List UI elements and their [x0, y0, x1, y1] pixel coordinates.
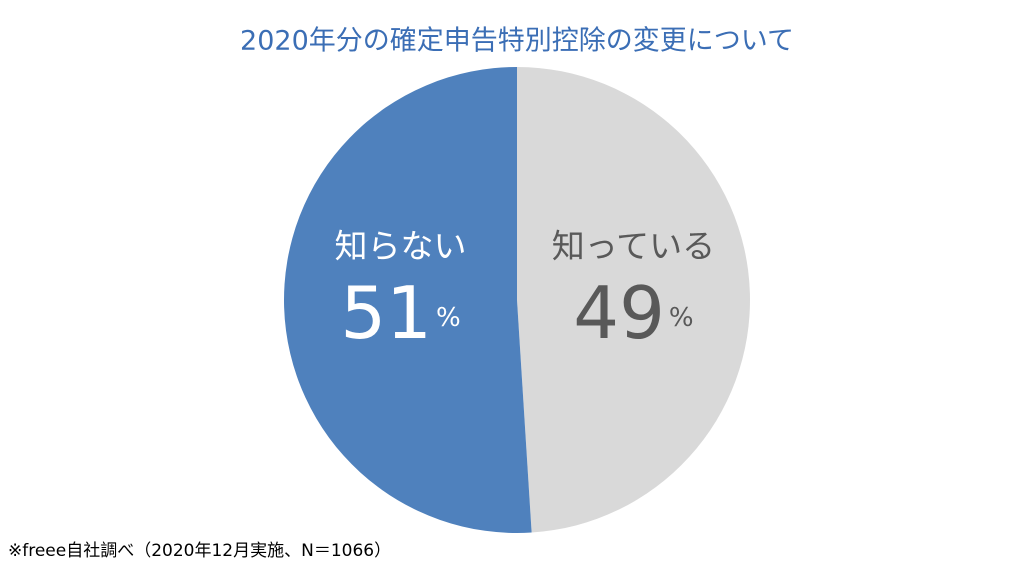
slice-label: 知っている — [552, 227, 715, 266]
footnote: ※freee自社調べ（2020年12月実施、N＝1066） — [8, 541, 391, 561]
pie-slice — [283, 67, 532, 533]
chart-title: 2020年分の確定申告特別控除の変更について — [240, 26, 794, 57]
value-unit: % — [436, 303, 461, 333]
value-number: 49 — [573, 271, 665, 355]
value-unit: % — [669, 303, 694, 333]
value-label: 51% — [340, 271, 460, 355]
value-number: 51 — [340, 271, 432, 355]
pie-slice — [517, 67, 750, 533]
slice-label: 知らない — [335, 227, 467, 266]
value-label: 49% — [573, 271, 693, 355]
